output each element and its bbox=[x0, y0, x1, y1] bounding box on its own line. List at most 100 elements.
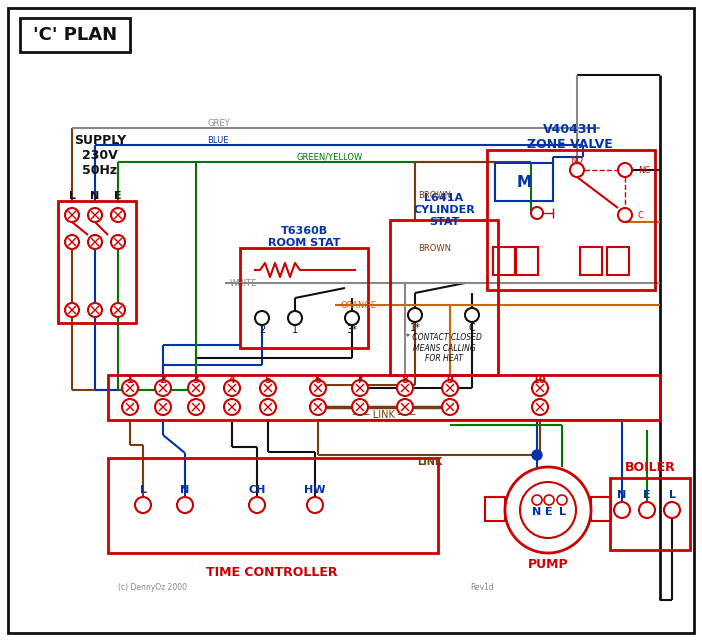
Circle shape bbox=[442, 380, 458, 396]
Text: BROWN: BROWN bbox=[418, 190, 451, 199]
Bar bbox=[240, 248, 368, 348]
Circle shape bbox=[224, 399, 240, 415]
Circle shape bbox=[88, 208, 102, 222]
Text: M: M bbox=[517, 174, 531, 190]
Text: PUMP: PUMP bbox=[528, 558, 569, 572]
Text: 6: 6 bbox=[314, 375, 322, 385]
Circle shape bbox=[544, 495, 554, 505]
Circle shape bbox=[531, 207, 543, 219]
Circle shape bbox=[532, 495, 542, 505]
Circle shape bbox=[122, 399, 138, 415]
Text: C: C bbox=[469, 323, 475, 333]
Bar bbox=[607, 247, 629, 275]
Text: LINK: LINK bbox=[417, 457, 443, 467]
Circle shape bbox=[614, 502, 630, 518]
Text: 2: 2 bbox=[159, 375, 166, 385]
Text: T6360B
ROOM STAT: T6360B ROOM STAT bbox=[267, 226, 340, 248]
Circle shape bbox=[505, 467, 591, 553]
Text: BROWN: BROWN bbox=[418, 244, 451, 253]
Circle shape bbox=[135, 497, 151, 513]
Text: BOILER: BOILER bbox=[625, 460, 675, 474]
Circle shape bbox=[255, 311, 269, 325]
Bar bbox=[493, 247, 515, 275]
Circle shape bbox=[155, 399, 171, 415]
Text: 10: 10 bbox=[534, 375, 547, 385]
Circle shape bbox=[65, 208, 79, 222]
Circle shape bbox=[88, 303, 102, 317]
Text: NO: NO bbox=[571, 156, 583, 165]
Text: V4043H
ZONE VALVE: V4043H ZONE VALVE bbox=[527, 123, 613, 151]
Text: 9: 9 bbox=[446, 375, 453, 385]
Circle shape bbox=[188, 380, 204, 396]
Bar bbox=[108, 458, 438, 553]
Text: CH: CH bbox=[249, 485, 265, 495]
Text: 4: 4 bbox=[229, 375, 235, 385]
Text: ─── LINK ───: ─── LINK ─── bbox=[352, 410, 416, 420]
Text: WHITE: WHITE bbox=[230, 278, 258, 288]
Bar bbox=[610, 478, 690, 550]
Text: HW: HW bbox=[304, 485, 326, 495]
Circle shape bbox=[188, 399, 204, 415]
Text: L: L bbox=[140, 485, 147, 495]
Text: ORANGE: ORANGE bbox=[340, 301, 376, 310]
Text: * CONTACT CLOSED
MEANS CALLING
FOR HEAT: * CONTACT CLOSED MEANS CALLING FOR HEAT bbox=[406, 333, 482, 363]
Circle shape bbox=[345, 311, 359, 325]
Bar bbox=[108, 375, 660, 420]
Text: BLUE: BLUE bbox=[207, 135, 228, 144]
Text: 5: 5 bbox=[265, 375, 272, 385]
Bar bbox=[58, 201, 136, 323]
Circle shape bbox=[122, 380, 138, 396]
Bar bbox=[487, 150, 655, 290]
Text: Rev1d: Rev1d bbox=[470, 583, 494, 592]
Text: N: N bbox=[532, 507, 542, 517]
Text: N: N bbox=[91, 191, 100, 201]
Text: 1: 1 bbox=[126, 375, 133, 385]
Circle shape bbox=[520, 482, 576, 538]
Text: L: L bbox=[668, 490, 675, 500]
Text: 8: 8 bbox=[402, 375, 409, 385]
Circle shape bbox=[65, 235, 79, 249]
Text: 3: 3 bbox=[192, 375, 199, 385]
Circle shape bbox=[570, 163, 584, 177]
Circle shape bbox=[260, 399, 276, 415]
Text: E: E bbox=[545, 507, 552, 517]
Circle shape bbox=[88, 235, 102, 249]
Text: GREEN/YELLOW: GREEN/YELLOW bbox=[296, 153, 362, 162]
Bar bbox=[516, 247, 538, 275]
Text: N: N bbox=[617, 490, 627, 500]
Circle shape bbox=[442, 399, 458, 415]
Text: C: C bbox=[638, 210, 644, 219]
Text: 'C' PLAN: 'C' PLAN bbox=[33, 26, 117, 44]
Text: L641A
CYLINDER
STAT: L641A CYLINDER STAT bbox=[413, 194, 475, 227]
Text: L: L bbox=[69, 191, 76, 201]
Circle shape bbox=[618, 163, 632, 177]
Text: 7: 7 bbox=[357, 375, 364, 385]
Text: 1: 1 bbox=[292, 325, 298, 335]
Text: TIME CONTROLLER: TIME CONTROLLER bbox=[206, 565, 338, 578]
Circle shape bbox=[260, 380, 276, 396]
Circle shape bbox=[111, 208, 125, 222]
Text: E: E bbox=[643, 490, 651, 500]
Circle shape bbox=[65, 303, 79, 317]
Circle shape bbox=[249, 497, 265, 513]
Circle shape bbox=[465, 308, 479, 322]
Text: 3*: 3* bbox=[347, 325, 357, 335]
Text: NC: NC bbox=[638, 165, 650, 174]
Circle shape bbox=[639, 502, 655, 518]
Text: SUPPLY
230V
50Hz: SUPPLY 230V 50Hz bbox=[74, 133, 126, 176]
Circle shape bbox=[224, 380, 240, 396]
Circle shape bbox=[532, 380, 548, 396]
Bar bbox=[591, 497, 611, 521]
Bar bbox=[485, 497, 505, 521]
Bar bbox=[390, 220, 498, 375]
Bar bbox=[580, 247, 602, 275]
Text: (c) DennyOz 2000: (c) DennyOz 2000 bbox=[118, 583, 187, 592]
Circle shape bbox=[111, 303, 125, 317]
Text: L: L bbox=[559, 507, 566, 517]
Text: E: E bbox=[114, 191, 122, 201]
Circle shape bbox=[532, 450, 542, 460]
Circle shape bbox=[288, 311, 302, 325]
Circle shape bbox=[397, 380, 413, 396]
Circle shape bbox=[397, 399, 413, 415]
Circle shape bbox=[310, 380, 326, 396]
